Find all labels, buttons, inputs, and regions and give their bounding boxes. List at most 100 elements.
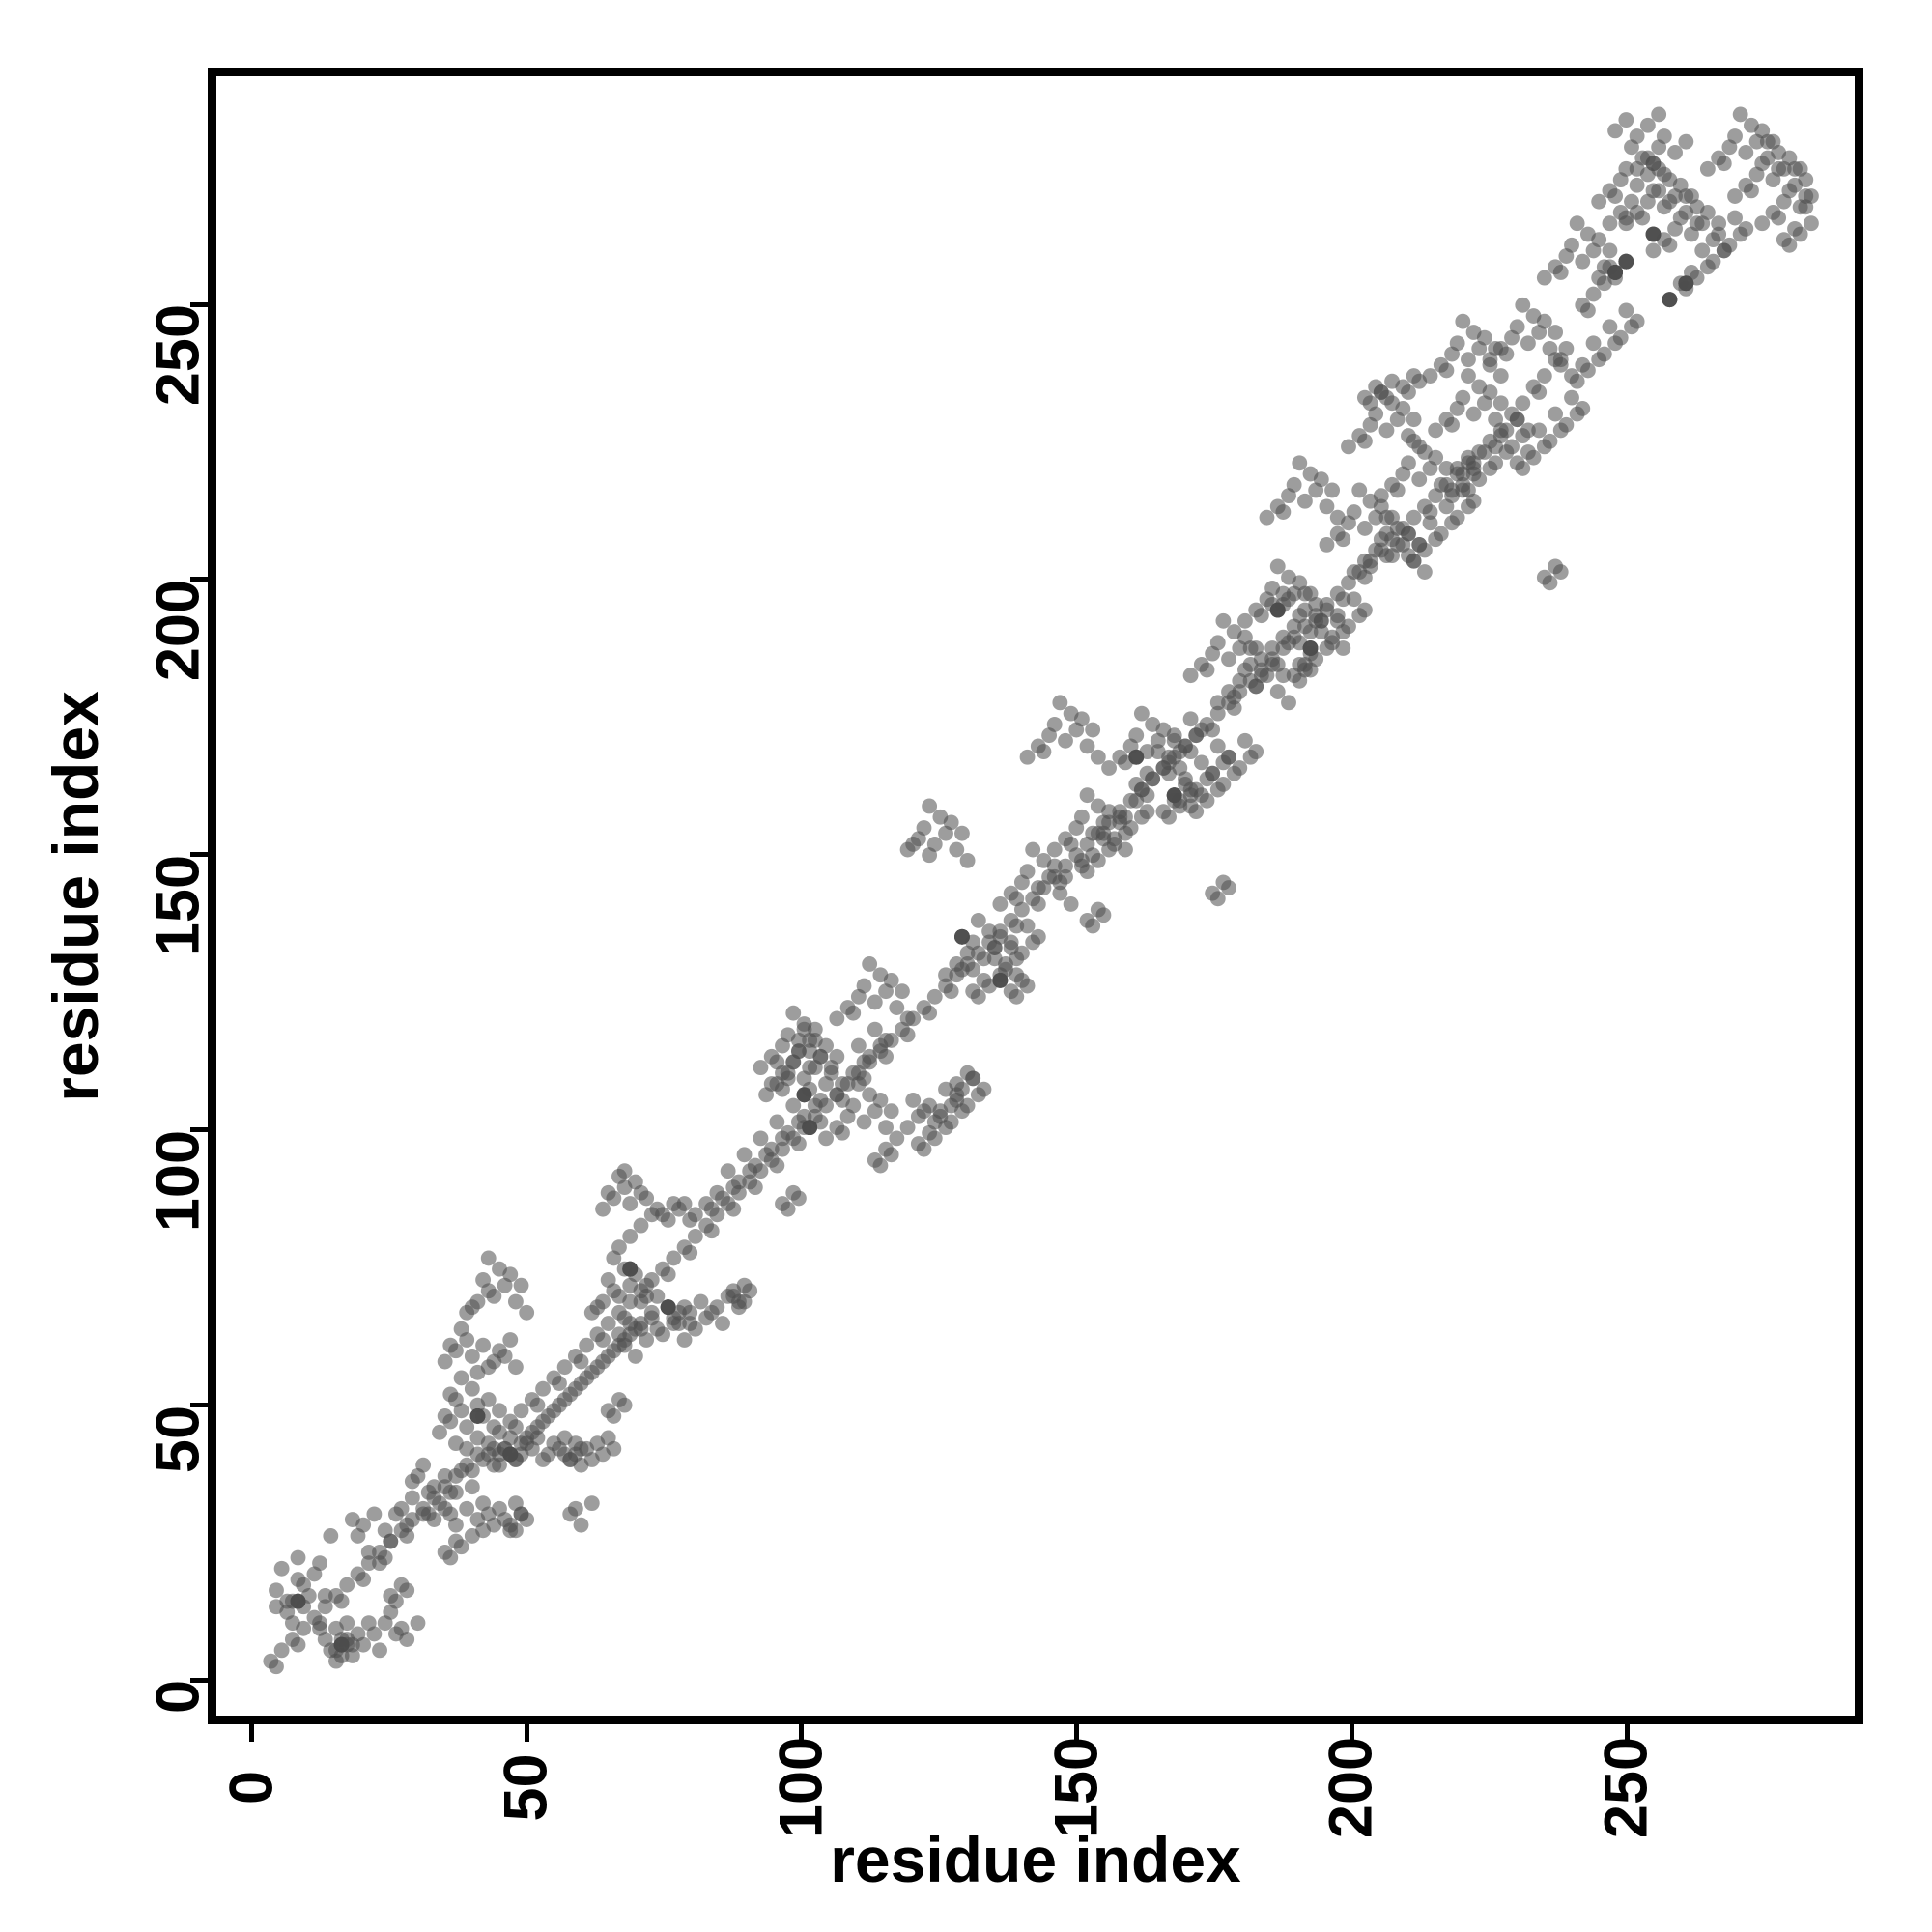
data-point: [1792, 226, 1808, 242]
data-point: [1699, 160, 1716, 177]
data-point: [1428, 449, 1444, 466]
data-point: [867, 994, 883, 1010]
x-tick-label: 200: [1317, 1736, 1385, 1839]
data-point: [437, 1353, 453, 1370]
data-point: [1319, 536, 1335, 553]
data-point: [790, 1136, 807, 1151]
data-point: [1221, 880, 1236, 895]
data-point: [916, 820, 932, 836]
data-point: [524, 1424, 540, 1440]
data-point: [1624, 193, 1639, 210]
data-point: [1569, 215, 1585, 232]
data-point: [889, 1130, 905, 1147]
data-point: [1428, 422, 1444, 439]
data-point: [1520, 422, 1536, 439]
y-tick-label: 0: [144, 1680, 213, 1715]
data-point: [769, 1054, 785, 1070]
data-point: [959, 852, 976, 868]
data-point: [1324, 635, 1340, 651]
data-point: [633, 1217, 649, 1234]
data-point: [1672, 210, 1689, 226]
data-point: [1716, 156, 1732, 172]
x-tick-mark: [1349, 1724, 1354, 1742]
data-point: [1302, 640, 1319, 656]
data-point: [1455, 313, 1471, 329]
data-point: [1199, 792, 1215, 809]
data-point: [606, 1408, 622, 1424]
data-point: [818, 1097, 834, 1114]
y-tick-mark: [190, 301, 208, 307]
data-point: [437, 1500, 453, 1517]
data-point: [1629, 177, 1645, 193]
data-point: [1542, 575, 1558, 591]
data-point: [1019, 978, 1036, 994]
data-point: [1515, 461, 1531, 476]
data-point: [464, 1299, 480, 1316]
data-point: [639, 1190, 655, 1207]
data-point: [1656, 128, 1672, 144]
data-point: [731, 1184, 747, 1201]
data-point: [502, 1332, 519, 1348]
data-point: [1118, 809, 1133, 825]
data-point: [633, 1316, 649, 1331]
data-point: [878, 1048, 894, 1065]
data-point: [1639, 117, 1656, 133]
data-point: [862, 1054, 878, 1070]
data-point: [437, 1408, 453, 1424]
data-point: [796, 1087, 812, 1103]
data-point: [660, 1266, 676, 1283]
data-point: [785, 1097, 802, 1114]
data-point: [480, 1392, 497, 1407]
data-point: [1253, 662, 1269, 678]
data-point: [1575, 400, 1591, 416]
data-point: [1754, 215, 1771, 232]
data-point: [1602, 242, 1618, 259]
data-point: [1269, 656, 1286, 672]
data-point: [676, 1196, 693, 1211]
data-point: [399, 1528, 415, 1544]
data-point: [1013, 945, 1030, 961]
data-point: [1232, 760, 1248, 776]
data-point: [1591, 193, 1607, 210]
data-point: [1182, 668, 1199, 684]
data-point: [399, 1582, 415, 1599]
data-point: [306, 1566, 323, 1582]
data-point: [905, 837, 922, 852]
data-point: [1296, 585, 1313, 602]
data-point: [992, 972, 1009, 988]
data-point: [1019, 864, 1036, 880]
data-point: [317, 1599, 333, 1615]
data-point: [1558, 340, 1575, 356]
data-point: [1449, 509, 1465, 526]
data-point: [333, 1636, 350, 1653]
data-point: [464, 1463, 480, 1479]
data-point: [769, 1114, 785, 1130]
data-point: [1139, 787, 1155, 804]
data-point: [709, 1299, 725, 1316]
data-point: [360, 1544, 377, 1560]
data-point: [742, 1283, 758, 1299]
data-point: [573, 1353, 589, 1370]
data-point: [687, 1207, 703, 1223]
data-point: [1264, 640, 1281, 656]
data-point: [502, 1446, 519, 1463]
data-point: [1373, 531, 1389, 548]
data-point: [1346, 504, 1362, 520]
data-point: [480, 1359, 497, 1376]
data-point: [497, 1348, 513, 1364]
data-point: [1798, 199, 1814, 215]
data-point: [872, 1157, 889, 1174]
data-point: [818, 1076, 834, 1092]
data-point: [938, 967, 953, 983]
data-point: [600, 1316, 616, 1331]
data-point: [1209, 635, 1226, 651]
data-point: [360, 1555, 377, 1572]
data-point: [1732, 106, 1748, 123]
data-point: [753, 1130, 769, 1147]
data-point: [469, 1446, 486, 1463]
data-point: [1406, 412, 1422, 428]
data-point: [1585, 335, 1602, 352]
data-point: [1030, 928, 1046, 945]
data-point: [823, 1060, 839, 1076]
data-point: [1085, 918, 1101, 934]
